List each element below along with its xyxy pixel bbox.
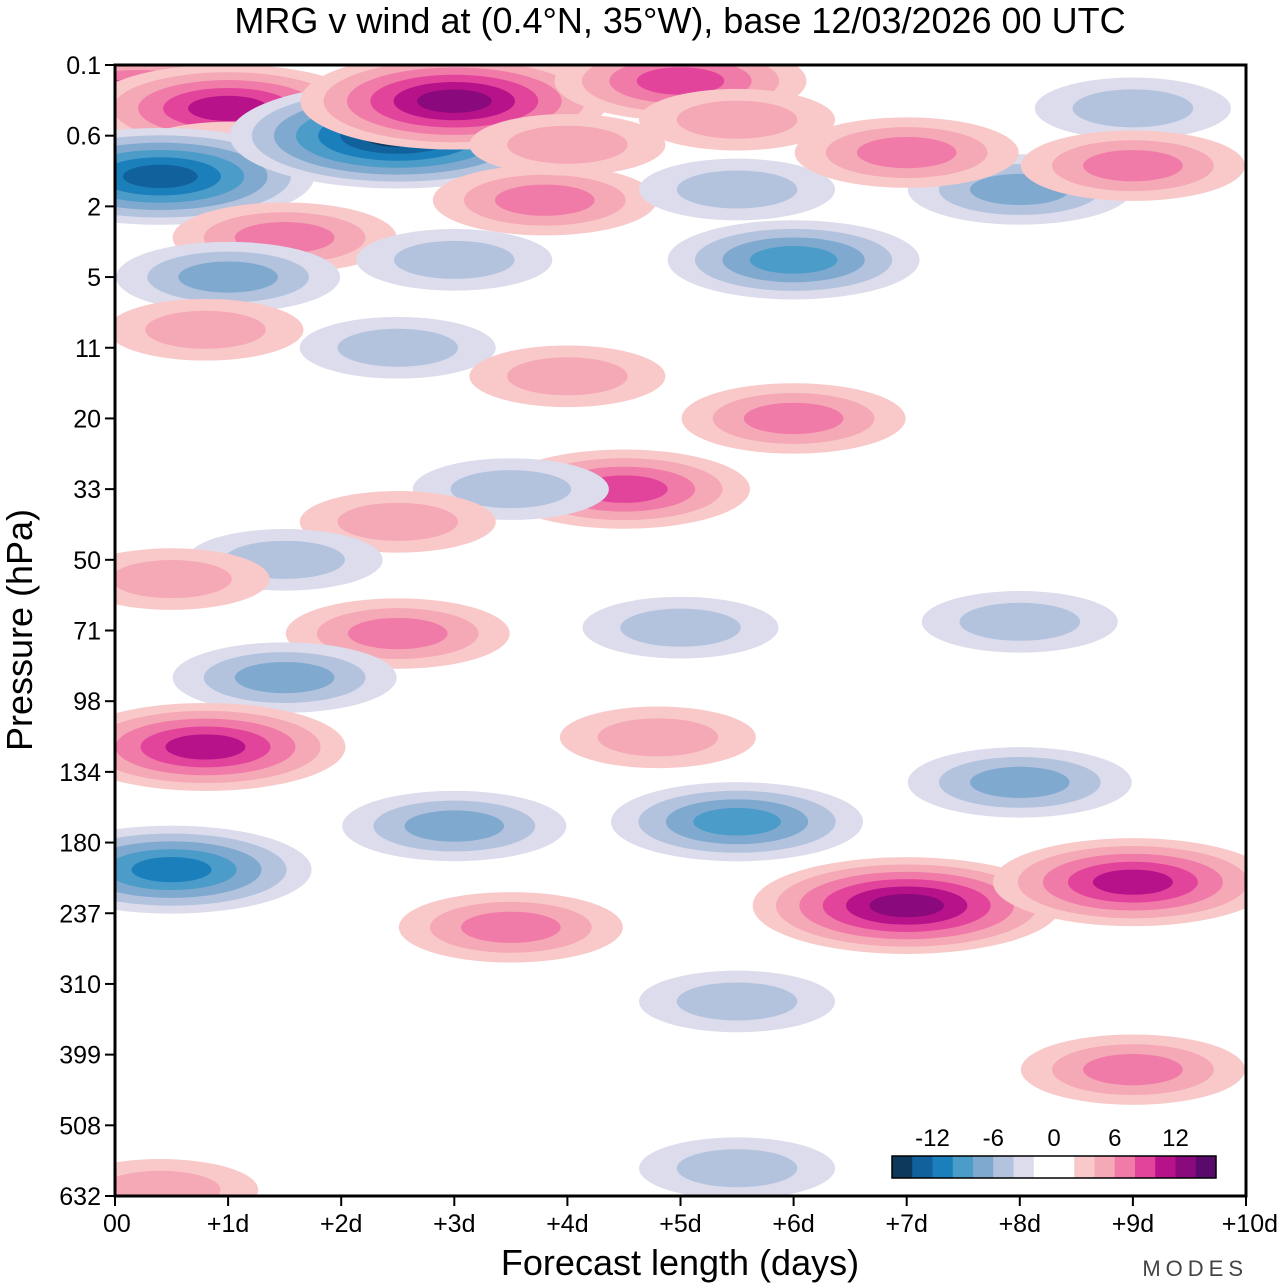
contour-blob-35-level-3	[404, 810, 505, 842]
contour-blob-29-level-3	[234, 661, 335, 694]
colorbar: -12 -6 0 6 12	[862, 1110, 1236, 1188]
contour-blob-34-level-5	[131, 857, 212, 883]
y-tick-label: 180	[59, 830, 101, 858]
contour-blob-32-level-5	[165, 734, 246, 760]
contour-blob-9-level-2	[676, 100, 798, 139]
contour-blob-28-level-3	[347, 617, 448, 650]
contour-blob-42-level-2	[676, 982, 798, 1021]
colorbar-swatch	[892, 1156, 913, 1178]
y-tick-label: 71	[73, 618, 101, 646]
x-tick-label: +10d	[1222, 1210, 1278, 1238]
contour-blob-14-level-2	[676, 170, 798, 209]
contour-blob-21-level-2	[507, 357, 628, 396]
colorbar-label: 0	[1047, 1125, 1060, 1152]
colorbar-swatch	[1033, 1156, 1055, 1178]
colorbar-frame	[891, 1155, 1217, 1179]
colorbar-label: 12	[1162, 1125, 1189, 1152]
colorbar-swatch	[1054, 1156, 1075, 1178]
chart-title: MRG v wind at (0.4°N, 35°W), base 12/03/…	[234, 0, 1125, 41]
contour-blob-11-level-3	[178, 261, 278, 293]
colorbar-label: -12	[915, 1125, 950, 1152]
colorbar-swatch	[912, 1156, 933, 1178]
colorbar-swatch	[952, 1156, 974, 1178]
y-tick-label: 2	[87, 193, 101, 221]
x-tick-label: 00	[103, 1210, 131, 1238]
contour-blob-6-level-3	[494, 184, 595, 216]
x-tick-label: +8d	[999, 1210, 1041, 1238]
contour-blob-18-level-3	[1083, 150, 1183, 182]
contour-blob-39-level-6	[869, 893, 944, 918]
y-tick-label: 399	[59, 1042, 101, 1070]
contour-blob-44-level-2	[676, 1149, 798, 1188]
y-tick-label: 134	[59, 759, 101, 787]
x-tick-label: +4d	[546, 1210, 588, 1238]
contour-blob-43-level-2	[115, 1170, 221, 1196]
y-tick-label: 11	[75, 335, 101, 363]
contour-blob-3-level-6	[122, 164, 198, 189]
y-tick-label: 50	[73, 547, 101, 575]
contour-blob-38-level-3	[461, 911, 561, 943]
colorbar-swatch	[1114, 1156, 1136, 1178]
x-tick-label: +7d	[885, 1210, 927, 1238]
modes-brand: MODES	[1142, 1256, 1248, 1281]
colorbar-swatch	[1094, 1156, 1116, 1178]
contour-field	[115, 65, 1246, 1196]
y-tick-label: 0.6	[66, 123, 101, 151]
colorbar-swatch	[1175, 1156, 1197, 1178]
y-tick-label: 632	[59, 1183, 101, 1211]
contour-blob-25-level-2	[337, 502, 459, 541]
contour-blob-27-level-2	[115, 560, 232, 599]
colorbar-swatch	[973, 1156, 994, 1178]
y-tick-label: 0.1	[66, 52, 101, 80]
colorbar-label: -6	[983, 1125, 1004, 1152]
x-tick-label: +3d	[433, 1210, 475, 1238]
y-tick-label: 5	[87, 264, 101, 292]
y-tick-label: 98	[73, 688, 101, 716]
colorbar-swatch	[932, 1156, 954, 1178]
contour-blob-37-level-3	[970, 766, 1070, 798]
contour-blob-17-level-3	[856, 136, 957, 169]
y-axis-label: Pressure (hPa)	[0, 509, 40, 751]
x-tick-label: +2d	[320, 1210, 362, 1238]
contour-blob-22-level-3	[743, 402, 844, 435]
contour-blob-12-level-2	[394, 240, 515, 279]
x-axis: 00 +1d +2d +3d +4d +5d +6d +7d +8d +9d +10d	[103, 1196, 1278, 1238]
contour-blob-19-level-2	[145, 310, 266, 349]
colorbar-swatch	[993, 1156, 1014, 1178]
y-tick-label: 237	[59, 900, 101, 928]
contour-blob-24-level-2	[450, 470, 572, 509]
y-axis: 0.1 0.6 2 5 11 20 33 50 71 98 134 180 237 310 399 508 63…	[59, 52, 115, 1211]
colorbar-swatch	[1013, 1156, 1035, 1178]
contour-blob-7-level-2	[507, 125, 628, 164]
contour-blob-20-level-2	[337, 328, 459, 367]
contour-blob-36-level-4	[693, 807, 781, 836]
x-tick-label: +6d	[772, 1210, 814, 1238]
contour-blob-31-level-2	[959, 602, 1081, 641]
y-tick-label: 20	[73, 405, 101, 433]
contour-blob-33-level-2	[597, 718, 719, 757]
contour-blob-16-level-2	[1072, 89, 1194, 128]
x-tick-label: +9d	[1112, 1210, 1154, 1238]
x-tick-label: +1d	[207, 1210, 249, 1238]
contour-blob-30-level-2	[620, 608, 741, 647]
contour-blob-5-level-6	[417, 89, 492, 113]
y-tick-label: 33	[73, 476, 101, 504]
colorbar-swatch	[1195, 1156, 1217, 1178]
x-tick-label: +5d	[659, 1210, 701, 1238]
contour-blob-40-level-5	[1092, 869, 1173, 895]
colorbar-swatch	[1135, 1156, 1156, 1178]
colorbar-swatch	[1155, 1156, 1176, 1178]
contour-blob-8-level-4	[636, 67, 725, 95]
contour-blob-13-level-4	[749, 246, 838, 274]
x-axis-label: Forecast length (days)	[501, 1242, 859, 1283]
y-tick-label: 310	[59, 971, 101, 999]
y-tick-label: 508	[59, 1112, 101, 1140]
colorbar-swatch	[1074, 1156, 1095, 1178]
colorbar-label: 6	[1108, 1125, 1121, 1152]
contour-blob-41-level-3	[1083, 1054, 1183, 1086]
